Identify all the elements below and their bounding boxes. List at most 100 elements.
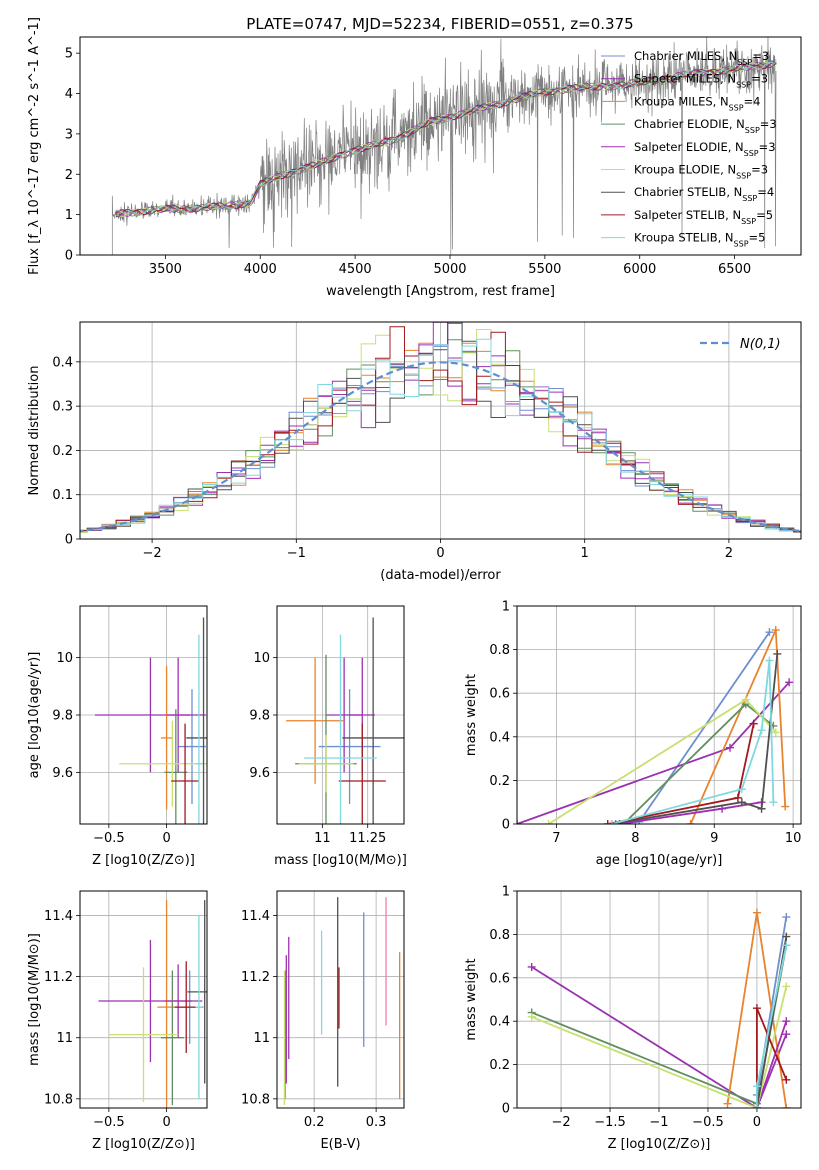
x-tick-label: 5500 <box>528 262 561 277</box>
mass-weight-marker <box>782 932 791 941</box>
errorbar-point-1 <box>178 689 206 804</box>
mass-weight-marker <box>769 798 778 807</box>
figure-title: PLATE=0747, MJD=52234, FIBERID=0551, z=0… <box>246 15 633 33</box>
x-tick-label: 8 <box>631 831 639 846</box>
y-axis-label: mass weight <box>464 958 479 1040</box>
x-tick-label: −0.5 <box>93 831 125 846</box>
y-tick-label: 1 <box>502 885 510 900</box>
x-tick-label: 0 <box>162 831 170 846</box>
plot-area <box>111 37 777 255</box>
x-tick-label: 2 <box>725 546 733 561</box>
x-axis-label: mass [log10(M/M⊙)] <box>274 853 407 868</box>
y-tick-label: 0.6 <box>489 971 510 986</box>
mass-weight-marker <box>741 695 750 704</box>
errorbar-point-3 <box>160 666 173 810</box>
x-tick-label: 10 <box>785 831 802 846</box>
model-spectrum-9 <box>116 61 777 216</box>
y-tick-label: 4 <box>65 87 73 102</box>
x-tick-label: 4000 <box>244 262 277 277</box>
y-tick-label: 5 <box>65 47 73 62</box>
y-axis-label: mass weight <box>464 674 479 756</box>
y-tick-label: 0.8 <box>489 928 510 943</box>
axes-frame: 0.2 0.3 10.8 11 11.2 11.4 E(B-V) <box>241 890 405 1152</box>
mass-weight-marker <box>782 1030 791 1039</box>
mass-weight-marker <box>752 1004 761 1013</box>
panel-spectrum: 3500 4000 4500 5000 5500 6000 6500 0 1 2 3 4 5 wavele… <box>27 17 802 299</box>
y-tick-label: 0.4 <box>489 1015 510 1030</box>
x-tick-label: 11 <box>314 831 331 846</box>
mass-weight-line-6 <box>531 986 788 1108</box>
x-axis-label: Z [log10(Z/Z⊙)] <box>608 1137 711 1152</box>
y-tick-label: 11.4 <box>44 909 73 924</box>
mass-weight-marker <box>544 820 553 824</box>
y-tick-label: 1 <box>65 208 73 223</box>
x-tick-label: 9 <box>710 831 718 846</box>
x-tick-label: 6000 <box>623 262 656 277</box>
panel-mass_vs_Z: −0.5 0 10.8 11 11.2 11.4 Z [log10(Z/Z⊙)] mass [… <box>27 890 208 1152</box>
x-tick-label: 3500 <box>149 262 182 277</box>
mass-weight-marker <box>782 941 791 950</box>
axes-frame: −2 −1.5 −1 −0.5 0 0 0.2 0.4 0.6 0.8 1 Z [log10(Z/Z⊙… <box>464 885 802 1152</box>
y-tick-label: 0 <box>502 1102 510 1117</box>
mass-weight-marker <box>603 820 612 824</box>
mass-weight-marker <box>757 804 766 813</box>
y-tick-label: 11.2 <box>241 970 270 985</box>
model-spectrum-5 <box>115 60 777 217</box>
y-tick-label: 0 <box>65 533 73 548</box>
y-tick-label: 0.8 <box>489 643 510 658</box>
y-tick-label: 11.2 <box>44 970 73 985</box>
plot-area <box>95 617 207 824</box>
panel-mass_weight_vs_age: 7 8 9 10 0 0.2 0.4 0.6 0.8 1 age [log10(age/yr)] ma… <box>464 600 802 868</box>
x-axis-label: wavelength [Angstrom, rest frame] <box>326 284 555 299</box>
x-axis-label: Z [log10(Z/Z⊙)] <box>92 853 195 868</box>
mass-weight-marker <box>737 785 746 794</box>
x-tick-label: 0.2 <box>304 1115 325 1130</box>
mass-weight-marker <box>782 1104 791 1108</box>
errorbar-point-8 <box>338 723 386 824</box>
mass-weight-line-5 <box>756 1020 788 1108</box>
panel-age_vs_mass: 11 11.25 9.6 9.8 10 mass [log10(M/M⊙)] <box>249 605 407 868</box>
residual-histogram-4 <box>80 339 801 533</box>
x-tick-label: −2 <box>143 546 162 561</box>
y-tick-label: 10 <box>56 651 73 666</box>
y-tick-label: 10.8 <box>241 1092 270 1107</box>
y-tick-label: 2 <box>65 168 73 183</box>
mass-weight-line-7 <box>611 653 779 824</box>
x-axis-label: age [log10(age/yr)] <box>596 853 723 868</box>
mass-weight-marker <box>765 628 774 637</box>
y-tick-label: 0 <box>502 818 510 833</box>
y-tick-label: 0.6 <box>489 687 510 702</box>
y-tick-label: 0 <box>65 249 73 264</box>
mass-weight-marker <box>785 678 794 687</box>
mass-weight-marker <box>686 820 695 824</box>
plot-area <box>527 908 791 1108</box>
y-tick-label: 0.3 <box>52 400 73 415</box>
mass-weight-marker <box>782 1075 791 1084</box>
y-axis-label: mass [log10(M/M⊙)] <box>27 933 42 1066</box>
plot-area <box>283 897 401 1105</box>
legend-label-2: Salpeter MILES, NSSP=3 <box>634 72 768 90</box>
mass-weight-marker <box>757 726 766 735</box>
y-tick-label: 10.8 <box>44 1092 73 1107</box>
axes-border <box>276 890 405 1109</box>
y-axis-label: age [log10(age/yr)] <box>27 652 42 779</box>
y-tick-label: 9.8 <box>52 709 73 724</box>
errorbar-point-7 <box>187 900 207 1084</box>
axes-frame: 3500 4000 4500 5000 5500 6000 6500 0 1 2 3 4 5 wavele… <box>27 17 802 299</box>
mass-weight-marker <box>782 1017 791 1026</box>
errorbar-point-8 <box>171 723 199 824</box>
errorbar-point-6 <box>298 735 354 793</box>
mass-weight-marker <box>781 802 790 811</box>
errorbar-point-9 <box>195 915 203 1099</box>
axes-frame: −0.5 0 9.6 9.8 10 Z [log10(Z/Z⊙)] age [log10(a… <box>27 605 208 868</box>
legend-normal-label: N(0,1) <box>740 337 781 352</box>
panel-mass_vs_ebv: 0.2 0.3 10.8 11 11.2 11.4 E(B-V) <box>241 890 405 1152</box>
errorbar-point-1 <box>318 689 381 804</box>
y-tick-label: 0.2 <box>52 444 73 459</box>
y-tick-label: 9.8 <box>249 709 270 724</box>
residual-histogram-1 <box>80 322 801 533</box>
plot-area <box>98 900 207 1108</box>
x-axis-label: E(B-V) <box>320 1137 360 1152</box>
errorbar-point-8 <box>174 961 198 1053</box>
x-tick-label: −2 <box>551 1115 570 1130</box>
